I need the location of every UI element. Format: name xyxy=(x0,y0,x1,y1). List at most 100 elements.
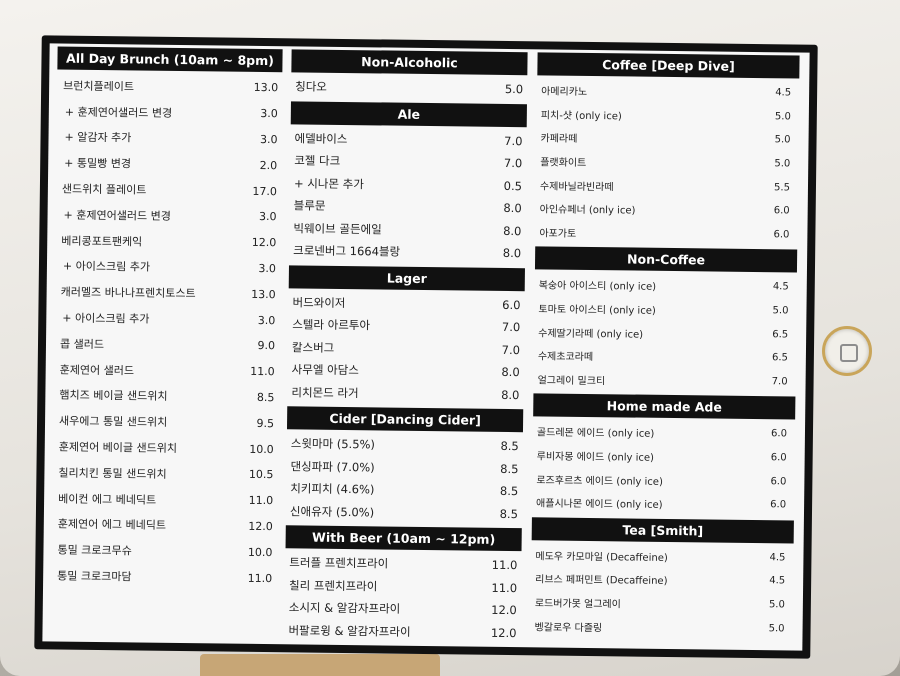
menu-item[interactable]: 애플시나몬 에이드 (only ice) 6.0 xyxy=(532,490,794,517)
menu-item[interactable]: + 아이스크림 추가 3.0 xyxy=(55,253,280,282)
menu-item[interactable]: 트러플 프렌치프라이 11.0 xyxy=(285,551,521,576)
menu-item[interactable]: 칭다오 5.0 xyxy=(291,75,527,100)
menu-item[interactable]: 플랫화이트 5.0 xyxy=(536,149,798,176)
section-header: Ale xyxy=(290,100,527,127)
menu-item[interactable]: 칠리치킨 통밀 샌드위치 10.5 xyxy=(52,459,277,488)
menu-item[interactable]: 통밀 크로크마담 11.0 xyxy=(51,563,276,592)
menu-item-name: 수제바닐라빈라떼 xyxy=(539,181,614,193)
menu-item[interactable]: 스텔라 아르투아 7.0 xyxy=(288,313,524,338)
menu-item-price: 17.0 xyxy=(252,184,277,198)
menu-item[interactable]: 훈제연어 에그 베네딕트 12.0 xyxy=(52,511,277,540)
menu-item[interactable]: 수제딸기라떼 (only ice) 6.5 xyxy=(534,320,796,347)
menu-item-price: 6.0 xyxy=(770,452,787,464)
section-header: Non-Coffee xyxy=(534,246,798,273)
menu-item[interactable]: 샌드위치 플레이트 17.0 xyxy=(56,176,281,205)
menu-item-price: 7.0 xyxy=(503,156,523,171)
menu-item[interactable]: 로즈후르츠 에이드 (only ice) 6.0 xyxy=(532,467,794,494)
menu-item[interactable]: 소시지 & 알감자프라이 12.0 xyxy=(285,596,521,621)
menu-item-price: 13.0 xyxy=(251,287,276,301)
menu-item-name: 햄치즈 베이글 샌드위치 xyxy=(59,388,168,404)
menu-item[interactable]: 햄치즈 베이글 샌드위치 8.5 xyxy=(53,382,278,411)
menu-item[interactable]: 카페라떼 5.0 xyxy=(536,126,798,153)
menu-item-name: + 아이스크림 추가 xyxy=(62,260,151,275)
menu-item[interactable]: 아메리카노 4.5 xyxy=(537,78,799,105)
menu-item-price: 10.0 xyxy=(247,545,273,559)
menu-item[interactable]: 수제초코라떼 6.5 xyxy=(534,343,796,370)
menu-item-price: 7.0 xyxy=(501,342,521,357)
menu-item-name: 스텔라 아르투아 xyxy=(292,317,371,333)
menu-item[interactable]: 훈제연어 샐러드 11.0 xyxy=(54,356,279,385)
section-header: Home made Ade xyxy=(533,393,796,420)
menu-item[interactable]: 댄싱파파 (7.0%) 8.5 xyxy=(286,455,522,480)
menu-item[interactable]: 콥 샐러드 9.0 xyxy=(54,330,279,359)
menu-item-name: 크로넨버그 1664블랑 xyxy=(293,243,401,259)
menu-item-price: 5.0 xyxy=(504,82,524,97)
menu-item[interactable]: + 아이스크림 추가 3.0 xyxy=(54,305,279,334)
menu-item[interactable]: 토마토 아이스티 (only ice) 5.0 xyxy=(534,296,796,323)
menu-item[interactable]: 베이컨 에그 베네딕트 11.0 xyxy=(52,485,277,514)
menu-item[interactable]: 사무엘 아담스 8.0 xyxy=(288,358,524,383)
menu-item[interactable]: 루비자몽 에이드 (only ice) 6.0 xyxy=(533,443,795,470)
menu-item[interactable]: 버드와이저 6.0 xyxy=(288,291,524,316)
menu-item[interactable]: 훈제연어 베이글 샌드위치 10.0 xyxy=(53,434,278,463)
menu-item-price: 8.0 xyxy=(501,387,520,402)
menu-item[interactable]: 복숭아 아이스티 (only ice) 4.5 xyxy=(535,272,797,299)
menu-item-price: 6.0 xyxy=(773,205,790,217)
menu-item[interactable]: 피치-샷 (only ice) 5.0 xyxy=(537,102,799,129)
menu-item[interactable]: 칠리 프렌치프라이 11.0 xyxy=(285,574,521,599)
menu-item-name: 루비자몽 에이드 (only ice) xyxy=(536,451,655,464)
menu-item[interactable]: 크로넨버그 1664블랑 8.0 xyxy=(289,239,525,264)
menu-item-price: 9.0 xyxy=(257,339,276,353)
menu-item-price: 7.0 xyxy=(504,133,523,148)
section-header: Tea [Smith] xyxy=(531,516,794,544)
menu-item-name: 플랫화이트 xyxy=(540,157,587,170)
menu-item[interactable]: 통밀 크로크무슈 10.0 xyxy=(51,537,276,566)
home-button[interactable] xyxy=(822,326,872,376)
menu-item-price: 5.0 xyxy=(774,134,791,146)
menu-item-price: 3.0 xyxy=(258,261,277,276)
menu-item[interactable]: 리치몬드 라거 8.0 xyxy=(287,381,523,406)
menu-item[interactable]: 벵갈로우 다즐링 5.0 xyxy=(530,614,792,641)
menu-board: All Day Brunch (10am ~ 8pm) 브런치플레이트 13.0 + … xyxy=(42,43,810,651)
menu-item-name: 아인슈페너 (only ice) xyxy=(539,204,636,217)
menu-item[interactable]: 얼그레이 밀크티 7.0 xyxy=(533,367,795,394)
menu-item[interactable]: + 알감자 추가 3.0 xyxy=(56,124,281,153)
menu-item-price: 9.5 xyxy=(256,416,275,430)
menu-item-price: 4.5 xyxy=(775,87,792,99)
menu-item[interactable]: 신애유자 (5.0%) 8.5 xyxy=(286,500,522,525)
menu-item-name: 트러플 프렌치프라이 xyxy=(289,555,389,571)
menu-item-name: 콥 샐러드 xyxy=(59,337,105,351)
menu-item[interactable]: + 훈제연어샐러드 변경 3.0 xyxy=(55,201,280,230)
menu-item[interactable]: 로드버가못 얼그레이 5.0 xyxy=(531,590,793,617)
menu-item[interactable]: 골드레몬 에이드 (only ice) 6.0 xyxy=(533,419,795,446)
menu-item[interactable]: 치키피치 (4.6%) 8.5 xyxy=(286,477,522,502)
menu-item[interactable]: 코젤 다크 7.0 xyxy=(290,149,526,174)
menu-item[interactable]: 아인슈페너 (only ice) 6.0 xyxy=(536,196,798,223)
menu-item[interactable]: 베리콩포트팬케익 12.0 xyxy=(55,227,280,256)
menu-item[interactable]: 수제바닐라빈라떼 5.5 xyxy=(536,173,798,200)
menu-item[interactable]: 메도우 카모마일 (Decaffeine) 4.5 xyxy=(531,543,793,570)
menu-item[interactable]: 칼스버그 7.0 xyxy=(288,336,524,361)
menu-item[interactable]: 버팔로윙 & 알감자프라이 12.0 xyxy=(284,619,520,644)
menu-item[interactable]: 아포가토 6.0 xyxy=(535,220,797,247)
menu-item[interactable]: + 통밀빵 변경 2.0 xyxy=(56,150,281,179)
menu-item[interactable]: + 시나몬 추가 0.5 xyxy=(290,172,526,197)
menu-item[interactable]: 블루문 8.0 xyxy=(290,194,526,219)
menu-item[interactable]: 새우에그 통밀 샌드위치 9.5 xyxy=(53,408,278,437)
menu-item[interactable]: + 훈제연어샐러드 변경 3.0 xyxy=(57,98,282,127)
menu-item[interactable]: 리브스 페퍼민트 (Decaffeine) 4.5 xyxy=(531,566,793,593)
menu-item-price: 11.0 xyxy=(250,365,275,379)
menu-column-coffee-tea: Coffee [Deep Dive] 아메리카노 4.5 피치-샷 (only ice… xyxy=(530,49,800,650)
menu-item-price: 5.0 xyxy=(772,305,789,317)
menu-item-name: 리브스 페퍼민트 (Decaffeine) xyxy=(535,574,668,588)
menu-item-name: 수제초코라떼 xyxy=(537,351,594,364)
menu-item-price: 8.0 xyxy=(503,223,522,238)
menu-item-name: 소시지 & 알감자프라이 xyxy=(288,600,401,616)
menu-item[interactable]: 브런치플레이트 13.0 xyxy=(57,72,282,101)
menu-item-name: 빅웨이브 골든에일 xyxy=(293,221,382,237)
menu-item[interactable]: 빅웨이브 골든에일 8.0 xyxy=(289,217,525,242)
menu-item[interactable]: 캐러멜즈 바나나프렌치토스트 13.0 xyxy=(54,279,279,308)
menu-item-price: 12.0 xyxy=(490,625,517,640)
menu-item[interactable]: 에델바이스 7.0 xyxy=(290,127,526,152)
menu-item[interactable]: 스윗마마 (5.5%) 8.5 xyxy=(287,432,523,457)
